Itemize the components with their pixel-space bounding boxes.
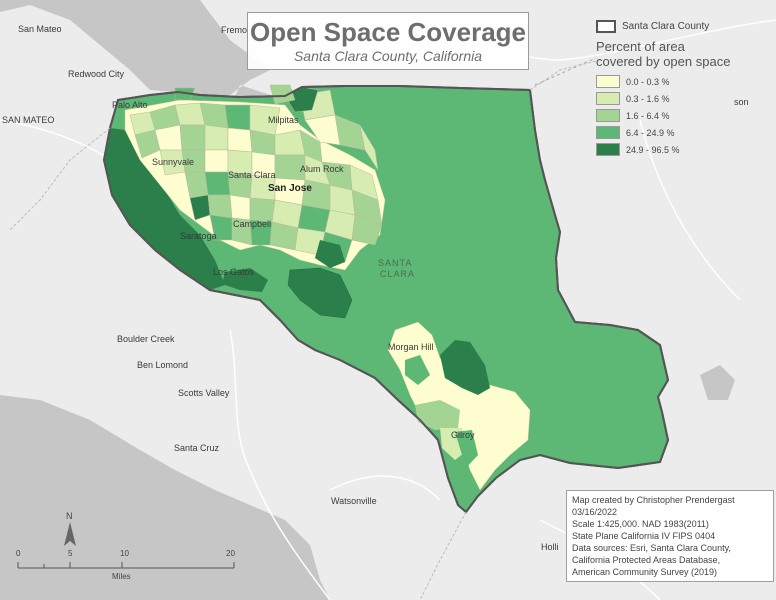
county-swatch — [596, 20, 616, 33]
legend: Santa Clara County Percent of area cover… — [596, 20, 756, 158]
label-san-jose: San Jose — [268, 183, 312, 194]
south-hills-high-coverage-3 — [315, 240, 345, 268]
scale-bar: 0 5 10 20 Miles — [16, 549, 235, 581]
pacific-ocean-water — [0, 395, 330, 600]
legend-swatch — [596, 75, 620, 88]
credit-line: American Community Survey (2019) — [572, 567, 718, 577]
sf-bay-water — [0, 0, 300, 115]
legend-leader-line — [534, 57, 597, 86]
label-boulder-creek: Boulder Creek — [117, 334, 175, 344]
west-ridge-high-coverage — [104, 128, 225, 290]
legend-class-label: 0.0 - 0.3 % — [626, 76, 670, 87]
west-ridge-mid — [140, 160, 230, 280]
label-scotts-valley: Scotts Valley — [178, 388, 230, 398]
place-labels: San Mateo Redwood City SAN MATEO Palo Al… — [2, 24, 749, 552]
gilroy-high-coverage — [455, 430, 478, 468]
legend-title-line1: Percent of area — [596, 39, 685, 54]
label-los-gatos: Los Gatos — [213, 267, 255, 277]
legend-county-label: Santa Clara County — [622, 21, 710, 32]
legend-class-row: 6.4 - 24.9 % — [596, 124, 756, 141]
label-santa-clara: Santa Clara — [228, 170, 276, 180]
legend-class-label: 0.3 - 1.6 % — [626, 93, 670, 104]
legend-class-row: 0.3 - 1.6 % — [596, 90, 756, 107]
credit-line: California Protected Areas Database, — [572, 555, 721, 565]
scale-tick-5: 5 — [68, 549, 73, 558]
label-edge-holli: Holli — [541, 542, 559, 552]
legend-title: Percent of area covered by open space — [596, 39, 756, 69]
label-palo-alto: Palo Alto — [112, 100, 148, 110]
credit-line: Scale 1:425,000. NAD 1983(2011) — [572, 519, 709, 529]
north-arrow-icon — [64, 522, 76, 546]
scale-tick-0: 0 — [16, 549, 21, 558]
label-morgan-hill: Morgan Hill — [388, 342, 434, 352]
north-label: N — [66, 511, 73, 521]
credit-line: Data sources: Esri, Santa Clara County, — [572, 543, 731, 553]
label-edge-son: son — [734, 97, 749, 107]
label-county-santa: SANTA — [378, 258, 412, 268]
legend-county-row: Santa Clara County — [596, 20, 756, 33]
legend-swatch — [596, 109, 620, 122]
legend-title-line2: covered by open space — [596, 54, 731, 69]
south-hills-high-coverage-2 — [222, 268, 268, 292]
south-hills-high-coverage-1 — [287, 267, 353, 319]
label-sunnyvale: Sunnyvale — [152, 157, 194, 167]
legend-class-row: 24.9 - 96.5 % — [596, 141, 756, 158]
label-county-clara: CLARA — [380, 269, 415, 279]
label-alum-rock: Alum Rock — [300, 164, 344, 174]
credit-line: 03/16/2022 — [572, 507, 618, 517]
census-tracts — [129, 84, 383, 263]
label-watsonville: Watsonville — [331, 496, 377, 506]
gilroy-mid-coverage — [415, 400, 460, 430]
legend-class-row: 1.6 - 6.4 % — [596, 107, 756, 124]
label-ben-lomond: Ben Lomond — [137, 360, 188, 370]
scale-tick-10: 10 — [120, 549, 129, 558]
map-credits: Map created by Christopher Prendergast 0… — [566, 490, 774, 582]
credit-line: State Plane California IV FIPS 0404 — [572, 531, 716, 541]
reservoir-water — [700, 365, 735, 400]
legend-class-label: 24.9 - 96.5 % — [626, 144, 680, 155]
label-san-mateo-county: SAN MATEO — [2, 115, 54, 125]
legend-swatch — [596, 143, 620, 156]
label-fremont: Fremo — [221, 25, 247, 35]
morgan-hill-high-coverage — [440, 340, 490, 395]
legend-class-label: 6.4 - 24.9 % — [626, 127, 675, 138]
scale-unit: Miles — [112, 572, 131, 581]
legend-swatch — [596, 126, 620, 139]
label-redwood-city: Redwood City — [68, 69, 125, 79]
legend-swatch — [596, 92, 620, 105]
legend-class-label: 1.6 - 6.4 % — [626, 110, 670, 121]
map-title: Open Space Coverage — [250, 17, 526, 47]
label-milpitas: Milpitas — [268, 115, 299, 125]
santa-clara-county-outline — [102, 85, 670, 514]
label-san-mateo: San Mateo — [18, 24, 62, 34]
north-arrow: N — [64, 511, 76, 546]
label-santa-cruz: Santa Cruz — [174, 443, 220, 453]
label-gilroy: Gilroy — [451, 430, 475, 440]
map-subtitle: Santa Clara County, California — [293, 48, 483, 64]
south-corridor-mid-coverage — [405, 355, 430, 385]
legend-class-row: 0.0 - 0.3 % — [596, 73, 756, 90]
map-title-box: Open Space Coverage Santa Clara County, … — [247, 12, 529, 70]
scale-tick-20: 20 — [226, 549, 235, 558]
label-saratoga: Saratoga — [180, 231, 217, 241]
neighbor-county-lines — [9, 59, 601, 600]
label-campbell: Campbell — [233, 219, 271, 229]
credit-line: Map created by Christopher Prendergast — [572, 495, 735, 505]
